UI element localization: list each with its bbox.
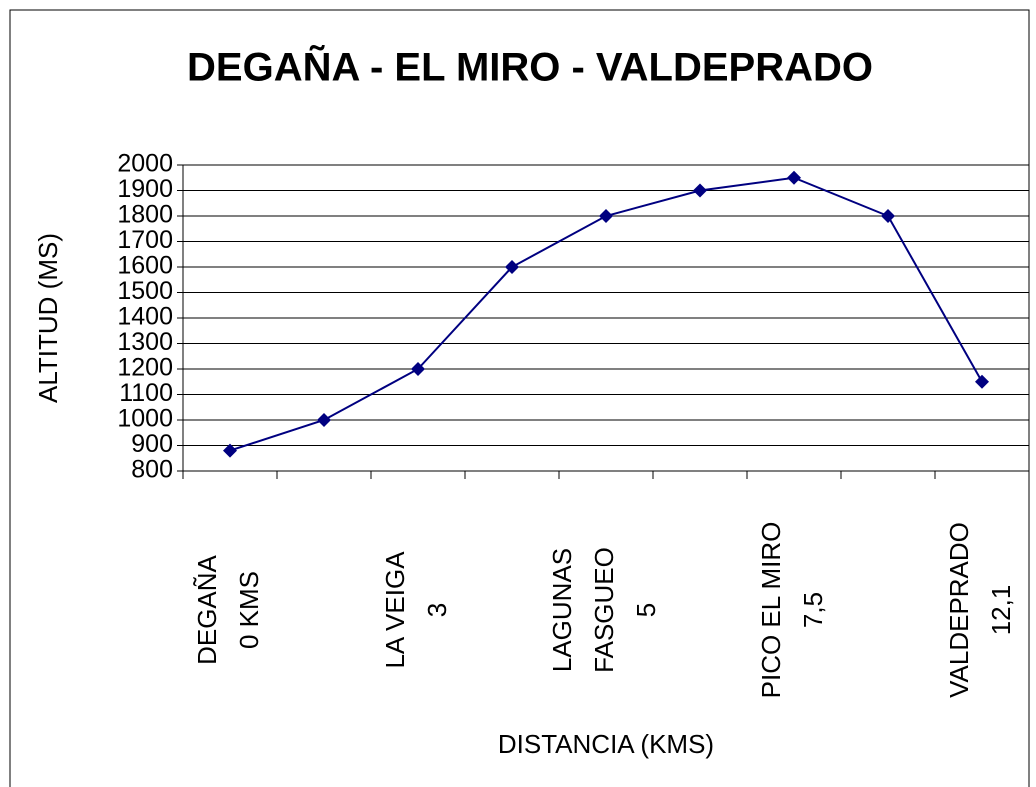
y-tick-label: 900 [131,430,173,458]
y-tick-label: 1700 [117,226,173,254]
x-tick-label: LA VEIGA [380,551,410,669]
x-tick-label: VALDEPRADO [944,522,974,698]
y-tick-label: 2000 [117,150,173,178]
y-tick-label: 1400 [117,303,173,331]
point-marker [317,413,331,427]
chart-frame [9,9,1030,787]
point-marker [411,362,425,376]
point-marker [787,170,801,185]
y-tick-label: 1300 [117,328,173,356]
y-tick-label: 1900 [117,175,173,203]
x-tick-label: 7,5 [798,592,828,628]
x-tick-label: DEGAÑA [192,554,222,664]
point-marker [975,374,989,389]
y-tick-label: 1800 [117,201,173,229]
point-marker [599,209,613,223]
y-tick-label: 1000 [117,405,173,433]
point-marker [881,209,895,223]
point-marker [505,260,519,274]
x-tick-label: LAGUNAS [547,548,577,672]
y-tick-label: 800 [131,456,173,484]
chart-title: DEGAÑA - EL MIRO - VALDEPRADO [187,44,873,90]
point-marker [693,183,707,198]
y-axis-title: ALTITUD (MS) [33,233,63,403]
x-axis-title: DISTANCIA (KMS) [498,729,714,759]
x-tick-label: PICO EL MIRO [756,522,786,699]
y-tick-label: 1600 [117,252,173,280]
point-marker [223,443,237,458]
x-tick-label: 3 [422,603,452,617]
y-tick-label: 1200 [117,354,173,382]
y-tick-label: 1100 [119,379,173,407]
x-tick-label: 12,1 [986,585,1016,636]
x-tick-label: 5 [631,603,661,617]
y-tick-label: 1500 [117,277,173,305]
x-tick-label: 0 KMS [234,571,264,649]
x-tick-label: FASGUEO [589,547,619,673]
